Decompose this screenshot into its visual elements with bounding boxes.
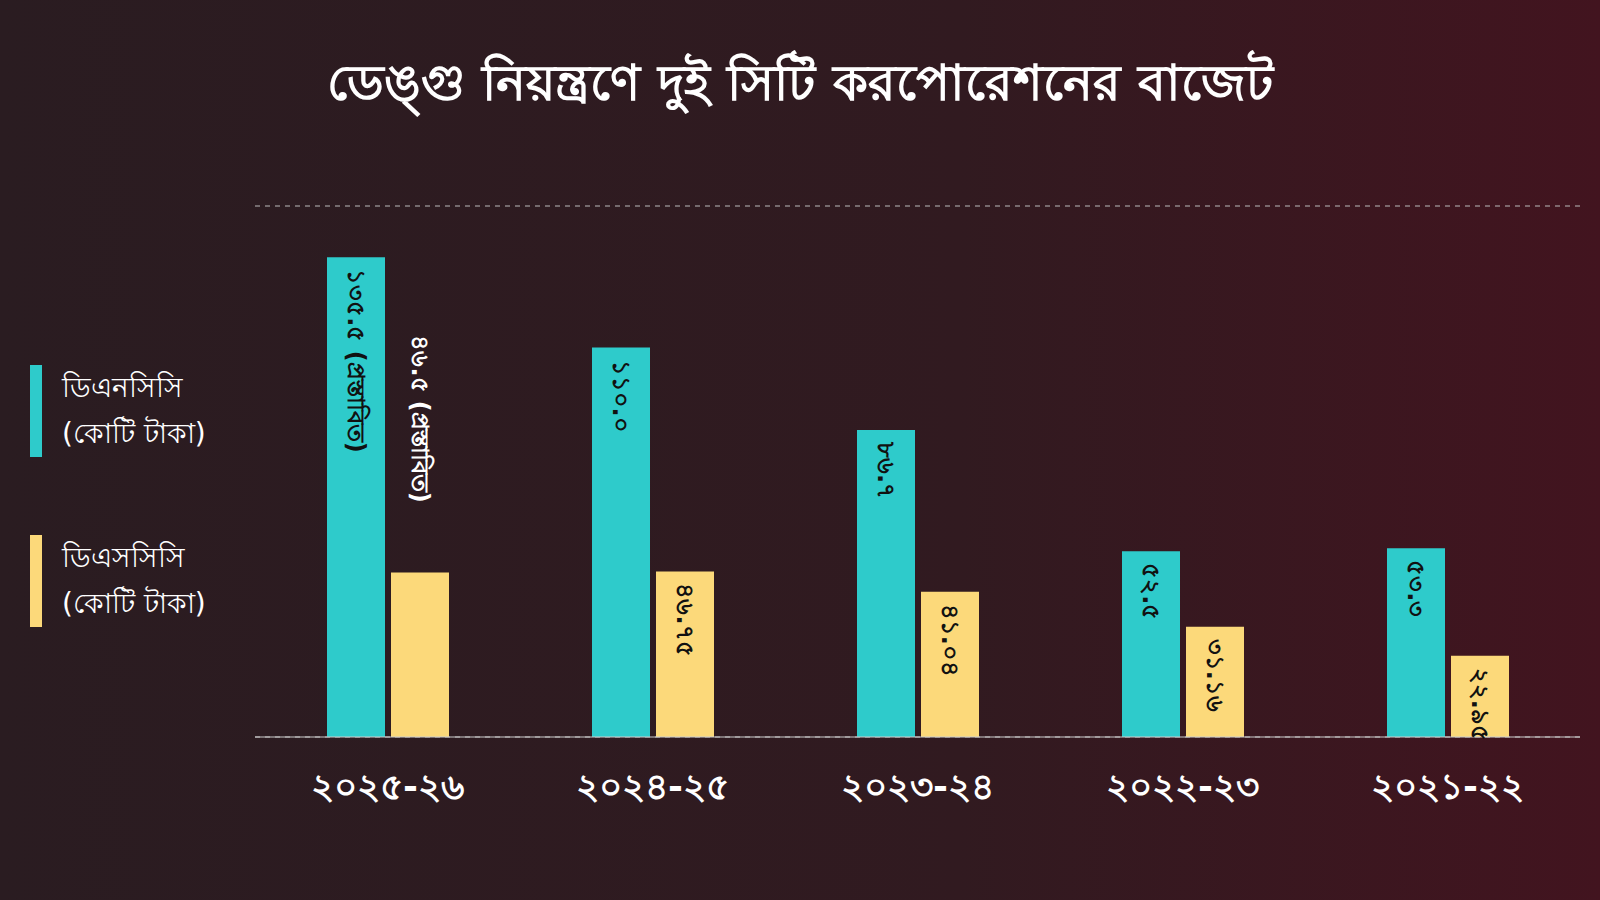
- svg-text:২০২১-২২: ২০২১-২২: [1371, 766, 1524, 807]
- svg-text:২০২৩-২৪: ২০২৩-২৪: [841, 766, 994, 807]
- svg-text:২০২২-২৩: ২০২২-২৩: [1106, 766, 1259, 807]
- svg-text:৫২.৫: ৫২.৫: [1137, 563, 1165, 620]
- svg-text:২২.৯৫: ২২.৯৫: [1466, 668, 1494, 741]
- svg-text:৮৬.৭: ৮৬.৭: [872, 441, 900, 499]
- svg-text:২০২৪-২৫: ২০২৪-২৫: [576, 766, 729, 807]
- html-text:ডিএনসিসি (কোটি টাকা): ডিএনসিসি (কোটি টাকা): [62, 371, 206, 450]
- svg-text:৪১.০৪: ৪১.০৪: [936, 604, 964, 677]
- svg-text:১৩৫.৫ (প্রস্তাবিত): ১৩৫.৫ (প্রস্তাবিত): [342, 269, 371, 452]
- svg-text:৪৬.৫ (প্রস্তাবিত): ৪৬.৫ (প্রস্তাবিত): [406, 335, 435, 502]
- svg-text:২০২৫-২৬: ২০২৫-২৬: [311, 766, 464, 807]
- svg-text:৩১.১৬: ৩১.১৬: [1201, 639, 1229, 712]
- html-text:ডেঙ্গু নিয়ন্ত্রণে দুই সিটি কর: ডেঙ্গু নিয়ন্ত্রণে দুই সিটি করপোরেশনের ব…: [327, 54, 1273, 112]
- svg-text:৪৬.৭৫: ৪৬.৭৫: [671, 584, 699, 657]
- svg-text:১১০.০: ১১০.০: [607, 360, 635, 433]
- svg-text:৫৩.৩: ৫৩.৩: [1402, 560, 1430, 617]
- html-text:ডিএসসিসি (কোটি টাকা): ডিএসসিসি (কোটি টাকা): [62, 541, 206, 620]
